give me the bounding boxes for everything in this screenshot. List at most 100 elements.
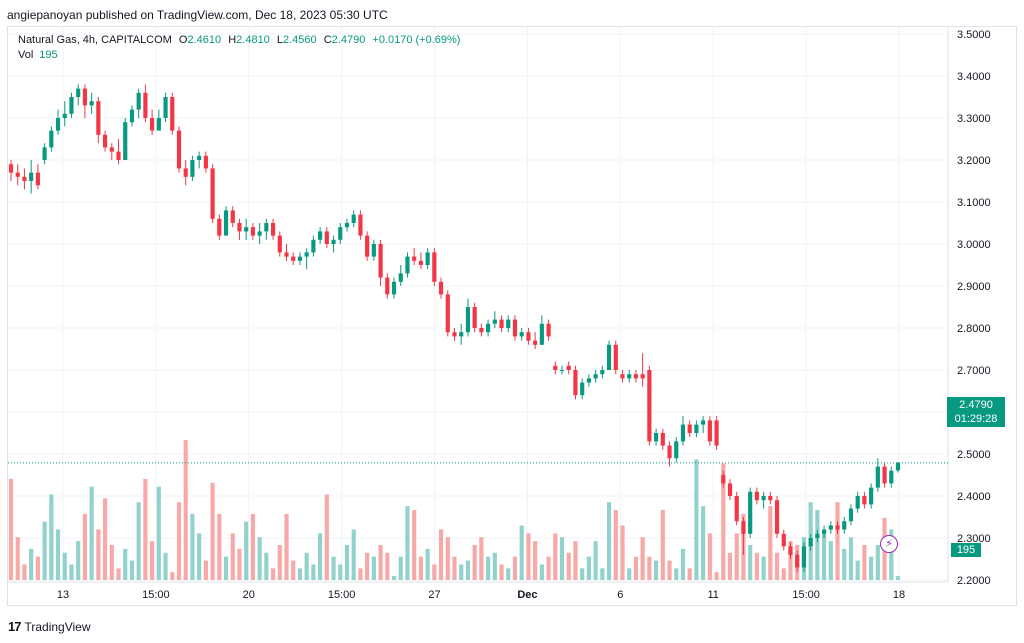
- volume-label[interactable]: Vol: [18, 49, 34, 61]
- volume-bar: [445, 537, 450, 580]
- volume-bar: [391, 576, 397, 580]
- candle-body: [707, 420, 712, 442]
- candlestick-chart[interactable]: 3.5000 3.4000 3.3000 3.2000 3.1000 3.0000 2.90…: [8, 27, 1017, 606]
- y-axis-tick-label: 2.9000: [957, 281, 991, 293]
- volume-bar: [398, 556, 403, 580]
- candle-body: [398, 273, 403, 282]
- volume-bar: [875, 545, 880, 580]
- symbol-title[interactable]: Natural Gas, 4h, CAPITALCOM: [18, 34, 172, 46]
- volume-bar: [600, 568, 605, 580]
- candle-body: [270, 223, 276, 236]
- volume-bar: [606, 502, 612, 580]
- volume-bar: [533, 541, 538, 580]
- volume-bar: [822, 529, 827, 580]
- candle-body: [640, 374, 645, 379]
- candle-body: [76, 88, 81, 97]
- volume-bar: [714, 572, 719, 580]
- candle-body: [506, 319, 511, 328]
- volume-bar: [257, 537, 262, 580]
- chart-pane[interactable]: 3.5000 3.4000 3.3000 3.2000 3.1000 3.0000 2.90…: [7, 26, 1017, 606]
- volume-bar: [163, 552, 168, 580]
- candle-body: [761, 496, 766, 501]
- volume-bar: [721, 463, 726, 580]
- candle-body: [338, 227, 343, 240]
- low-value: 2.4560: [283, 34, 317, 46]
- candle-body: [869, 487, 874, 505]
- candle-body: [170, 97, 175, 131]
- candle-body: [418, 260, 423, 265]
- candle-body: [277, 235, 282, 253]
- candle-body: [459, 332, 464, 337]
- candle-body: [391, 281, 397, 295]
- x-axis-tick-label: 11: [708, 589, 719, 601]
- volume-bar: [170, 572, 175, 580]
- candle-body: [89, 101, 94, 106]
- chart-legend: Natural Gas, 4h, CAPITALCOM O2.4610 H2.4…: [18, 33, 460, 63]
- volume-bar: [559, 537, 565, 580]
- volume-bar: [297, 568, 303, 580]
- candle-body: [244, 227, 249, 232]
- volume-bar: [492, 552, 497, 580]
- candle-body: [465, 307, 471, 333]
- volume-bar: [203, 560, 208, 580]
- x-axis-tick-label: 15:00: [142, 589, 170, 601]
- volume-bar: [593, 541, 598, 580]
- candle-body: [143, 92, 148, 118]
- candle-body: [102, 134, 108, 148]
- candle-body: [593, 374, 598, 379]
- volume-bar: [291, 560, 296, 580]
- volume-bar: [351, 529, 356, 580]
- candle-body: [889, 470, 894, 484]
- volume-bar: [250, 513, 255, 580]
- candle-body: [620, 374, 625, 379]
- candle-body: [674, 441, 679, 459]
- candle-body: [412, 256, 417, 261]
- candle-body: [606, 344, 612, 370]
- candle-body: [559, 370, 565, 371]
- candle-body: [291, 256, 296, 261]
- candle-body: [210, 168, 215, 219]
- x-axis-tick-label: Dec: [517, 589, 537, 601]
- candle-body: [331, 239, 336, 244]
- y-axis-tick-label: 2.3000: [957, 533, 991, 545]
- volume-bar: [640, 537, 645, 580]
- volume-bar: [418, 556, 423, 580]
- volume-bar: [761, 556, 766, 580]
- volume-bar: [895, 576, 901, 580]
- volume-bar: [438, 529, 444, 580]
- volume-bar: [190, 513, 195, 580]
- candle-body: [842, 521, 847, 530]
- candle-body: [176, 130, 182, 169]
- candle-body: [378, 244, 383, 278]
- candle-body: [35, 172, 40, 186]
- volume-bar: [15, 537, 20, 580]
- candle-body: [553, 365, 558, 370]
- volume-bar: [324, 494, 329, 580]
- volume-bar: [452, 556, 457, 580]
- candle-body: [116, 151, 121, 160]
- y-axis-tick-label: 2.8000: [957, 323, 991, 335]
- candle-body: [438, 281, 444, 295]
- candle-body: [304, 252, 309, 257]
- volume-bar: [244, 521, 249, 580]
- volume-bar: [734, 533, 739, 580]
- candle-body: [264, 223, 269, 232]
- candle-body: [788, 546, 793, 555]
- candle-body: [519, 332, 524, 337]
- volume-bar: [613, 510, 618, 580]
- volume-bar: [687, 568, 692, 580]
- volume-bar: [553, 533, 558, 580]
- legend-ohlc-row: Natural Gas, 4h, CAPITALCOM O2.4610 H2.4…: [18, 33, 460, 48]
- volume-bar: [788, 541, 793, 580]
- candle-body: [445, 294, 450, 333]
- volume-bar: [459, 564, 464, 580]
- brand-name: TradingView: [24, 619, 91, 634]
- candle-body: [499, 319, 504, 328]
- candle-body: [801, 546, 807, 568]
- lightning-icon[interactable]: ⚡: [880, 535, 898, 553]
- volume-bar: [835, 502, 840, 580]
- candle-body: [660, 433, 665, 446]
- candle-body: [533, 340, 538, 345]
- candle-body: [250, 227, 255, 236]
- candle-body: [727, 483, 733, 496]
